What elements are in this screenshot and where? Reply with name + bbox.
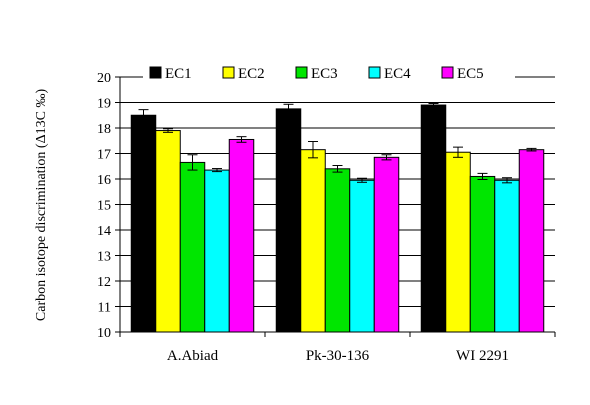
bar-ec3-1 xyxy=(324,168,351,333)
bar-ec4-0 xyxy=(204,169,230,333)
y-tick-label: 16 xyxy=(97,173,111,188)
legend: EC1 EC2 EC3 EC4 EC5 xyxy=(143,63,515,83)
y-tick-label: 14 xyxy=(97,224,111,239)
bar-ec2-2 xyxy=(445,151,471,333)
y-tick-label: 12 xyxy=(97,275,111,290)
bar-ec5-0 xyxy=(228,138,255,333)
bar-ec5-2 xyxy=(518,149,545,333)
x-category-label: WI 2291 xyxy=(456,348,509,364)
legend-label-ec3: EC3 xyxy=(311,66,338,82)
error-bars xyxy=(138,103,537,184)
y-tick-label: 17 xyxy=(97,148,111,163)
legend-swatch-ec3 xyxy=(295,66,308,79)
bar-ec4-1 xyxy=(349,179,375,333)
bar-ec2-0 xyxy=(155,130,181,333)
x-category-labels: A.Abiad Pk-30-136 WI 2291 xyxy=(167,348,509,364)
axes xyxy=(119,77,556,337)
legend-label-ec1: EC1 xyxy=(165,66,192,82)
y-tick-label: 10 xyxy=(97,326,111,341)
legend-background xyxy=(143,63,515,83)
legend-swatch-ec1 xyxy=(149,66,162,79)
legend-swatch-ec4 xyxy=(368,66,381,79)
y-tick-label: 20 xyxy=(97,71,111,86)
bar-ec3-2 xyxy=(469,175,496,333)
x-category-label: Pk-30-136 xyxy=(306,348,370,364)
y-tick-label: 11 xyxy=(98,301,111,316)
legend-label-ec4: EC4 xyxy=(384,66,411,82)
y-tick-labels: 10 11 12 13 14 15 16 17 18 19 20 xyxy=(97,71,111,341)
y-tick-label: 19 xyxy=(97,97,111,112)
bars xyxy=(130,104,545,333)
bar-ec1-0 xyxy=(130,114,157,333)
y-tick-label: 13 xyxy=(97,250,111,265)
legend-label-ec2: EC2 xyxy=(238,66,265,82)
bar-ec3-0 xyxy=(179,161,206,333)
bar-ec1-1 xyxy=(275,108,302,333)
bar-ec1-2 xyxy=(420,104,447,333)
bar-ec5-1 xyxy=(373,156,400,333)
y-axis-label: Carbon isotope discrimination (Δ13C ‰) xyxy=(34,89,49,322)
y-tick-label: 18 xyxy=(97,122,111,137)
bar-ec2-1 xyxy=(300,149,326,333)
y-tick-label: 15 xyxy=(97,199,111,214)
legend-label-ec5: EC5 xyxy=(457,66,484,82)
legend-swatch-ec5 xyxy=(441,66,454,79)
x-category-label: A.Abiad xyxy=(167,348,219,364)
legend-swatch-ec2 xyxy=(222,66,235,79)
bar-ec4-2 xyxy=(494,179,520,333)
